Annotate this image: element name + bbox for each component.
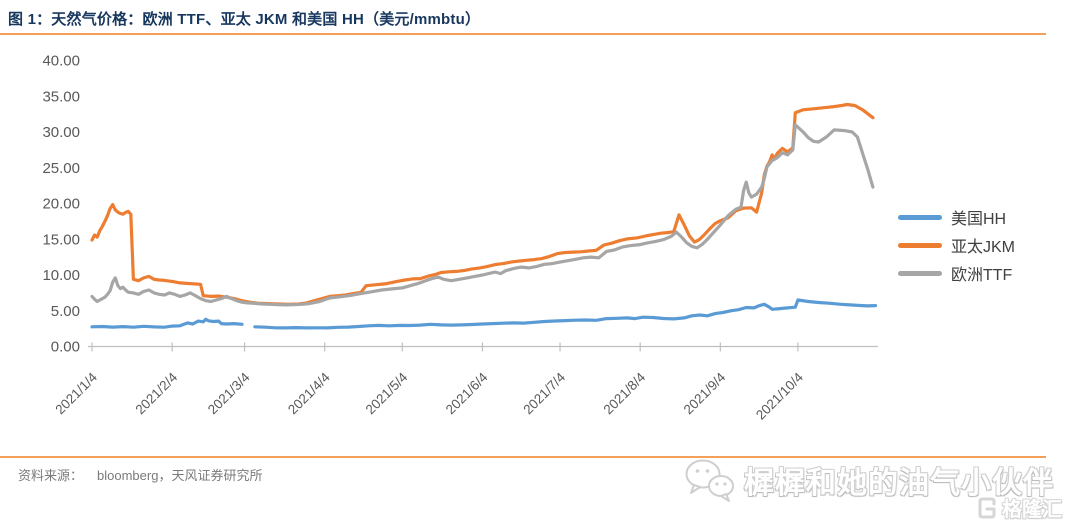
legend-swatch [898, 270, 942, 276]
x-tick-label: 2021/2/4 [133, 369, 181, 417]
wechat-icon [685, 459, 734, 502]
x-tick-label: 2021/1/4 [52, 369, 100, 417]
legend-swatch [898, 214, 942, 220]
y-tick-label: 40.00 [42, 53, 80, 70]
y-tick-label: 20.00 [42, 196, 80, 213]
legend-swatch [898, 242, 942, 248]
source-text: bloomberg，天风证券研究所 [97, 468, 263, 483]
x-tick-label: 2021/10/4 [753, 369, 806, 422]
source-label: 资料来源： [18, 468, 84, 483]
legend-item-亚太JKM: 亚太JKM [898, 231, 1015, 259]
legend-item-美国HH: 美国HH [898, 203, 1015, 231]
gelonghui-g-icon [978, 497, 996, 518]
x-tick-label: 2021/8/4 [601, 369, 649, 417]
series-line-欧洲TTF [90, 123, 875, 307]
legend-item-欧洲TTF: 欧洲TTF [898, 259, 1015, 287]
y-tick-label: 10.00 [42, 267, 80, 284]
gelonghui-text: 格隆汇 [1002, 499, 1062, 521]
gas-price-line-chart: 2021/1/4 2021/2/4 2021/3/4 2021/4/4 2021/5/4… [42, 53, 878, 423]
legend-label: 亚太JKM [951, 239, 1016, 256]
watermark: 樨樨和她的油气小伙伴 [684, 457, 1054, 503]
title-underline [0, 33, 1046, 35]
x-tick-label: 2021/7/4 [520, 369, 568, 417]
x-tick-label: 2021/9/4 [681, 369, 729, 417]
y-tick-label: 30.00 [42, 124, 80, 141]
legend-label: 美国HH [951, 211, 1007, 228]
y-tick-label: 15.00 [42, 231, 80, 248]
y-tick-label: 35.00 [42, 88, 80, 105]
y-tick-label: 0.00 [51, 339, 80, 356]
series-line-亚太JKM [90, 102, 875, 306]
x-tick-label: 2021/5/4 [363, 369, 411, 417]
footer-divider [0, 456, 1046, 458]
y-tick-label: 5.00 [51, 303, 80, 320]
x-tick-label: 2021/4/4 [285, 369, 333, 417]
series-line-美国HH [90, 298, 878, 330]
source-note: 资料来源： bloomberg，天风证券研究所 [18, 465, 262, 484]
x-tick-label: 2021/6/4 [443, 369, 491, 417]
y-tick-label: 25.00 [42, 160, 80, 177]
watermark-text: 樨樨和她的油气小伙伴 [744, 467, 1054, 500]
chart-legend: 美国HH 亚太JKM 欧洲TTF [898, 203, 1015, 287]
x-tick-label: 2021/3/4 [205, 369, 253, 417]
legend-label: 欧洲TTF [951, 267, 1013, 284]
figure-title: 图 1：天然气价格：欧洲 TTF、亚太 JKM 和美国 HH（美元/mmbtu） [8, 11, 481, 28]
gelonghui-logo: 格隆汇 [976, 493, 1062, 522]
